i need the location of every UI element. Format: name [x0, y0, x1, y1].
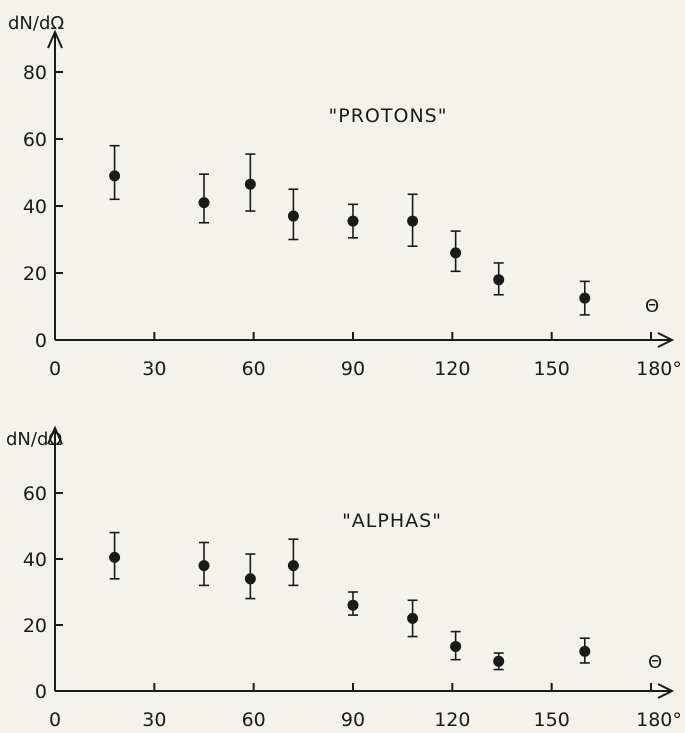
x-tick-label: 120	[434, 709, 470, 731]
data-point	[287, 210, 299, 222]
x-tick-label: 30	[142, 358, 166, 380]
data-point	[579, 645, 591, 657]
data-point	[287, 560, 299, 572]
y-tick-label: 60	[23, 129, 47, 151]
y-tick-label: 40	[23, 196, 47, 218]
x-tick-label: 30	[142, 709, 166, 731]
data-point	[407, 612, 419, 624]
y-axis-title: dN/dΩ	[6, 429, 62, 450]
x-axis-arrow	[657, 332, 675, 348]
panel-alphas: 0 30 60 90 120 150 180° 0 20 40 60 dN/dΩ Θ "ALPHAS"	[6, 425, 682, 731]
data-point	[244, 178, 256, 190]
x-tick-label: 150	[534, 358, 570, 380]
x-tick-label: 150	[534, 709, 570, 731]
data-point	[347, 599, 359, 611]
x-tick-label: 180°	[636, 709, 682, 731]
data-point	[450, 640, 462, 652]
y-tick-label: 20	[23, 615, 47, 637]
data-point	[109, 551, 121, 563]
y-tick-label: 40	[23, 549, 47, 571]
x-tick-label: 0	[49, 358, 61, 380]
data-point	[407, 215, 419, 227]
x-axis-arrow	[657, 683, 675, 699]
y-tick-label: 60	[23, 483, 47, 505]
panel-protons: 0 30 60 90 120 150 180° 0 20 40 60 80 dN/dΩ Θ "PROTONS…	[8, 13, 682, 380]
data-point	[493, 655, 505, 667]
data-point	[450, 247, 462, 259]
y-tick-label: 0	[35, 330, 47, 352]
x-tick-label: 90	[341, 709, 365, 731]
data-point	[244, 573, 256, 585]
series-annotation: "ALPHAS"	[342, 510, 442, 532]
y-tick-label: 20	[23, 263, 47, 285]
y-axis-title: dN/dΩ	[8, 13, 64, 34]
x-tick-label: 60	[242, 358, 266, 380]
x-axis-title: Θ	[648, 652, 662, 673]
x-tick-label: 90	[341, 358, 365, 380]
series-annotation: "PROTONS"	[329, 105, 448, 127]
y-tick-label: 0	[35, 681, 47, 703]
data-point	[198, 560, 210, 572]
x-tick-label: 60	[242, 709, 266, 731]
y-tick-label: 80	[23, 62, 47, 84]
x-tick-label: 120	[434, 358, 470, 380]
data-point	[347, 215, 359, 227]
data-point	[579, 292, 591, 304]
y-axis-arrow	[47, 29, 63, 49]
x-tick-label: 0	[49, 709, 61, 731]
data-point	[493, 274, 505, 286]
data-point	[109, 170, 121, 182]
x-tick-label: 180°	[636, 358, 682, 380]
data-point	[198, 197, 210, 209]
x-axis-title: Θ	[645, 296, 659, 317]
y-axis-arrow	[47, 425, 63, 445]
